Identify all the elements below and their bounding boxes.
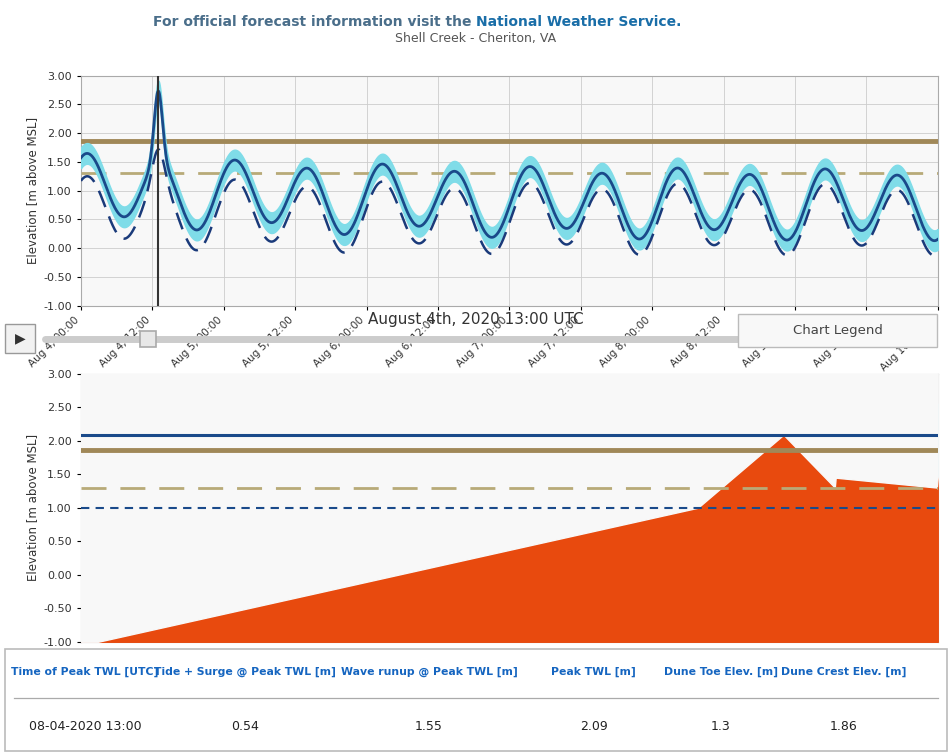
Y-axis label: Elevation [m above MSL]: Elevation [m above MSL] — [26, 117, 39, 264]
Text: Time of Peak TWL [UTC]: Time of Peak TWL [UTC] — [11, 667, 159, 676]
Text: Peak TWL [m]: Peak TWL [m] — [551, 667, 636, 676]
Text: National Weather Service.: National Weather Service. — [476, 15, 682, 29]
Text: Wave runup @ Peak TWL [m]: Wave runup @ Peak TWL [m] — [341, 667, 517, 676]
Text: 1.3: 1.3 — [711, 720, 731, 733]
Text: Chart Legend: Chart Legend — [793, 324, 883, 337]
Y-axis label: Elevation [m above MSL]: Elevation [m above MSL] — [26, 434, 39, 581]
Text: 0.54: 0.54 — [231, 720, 259, 733]
FancyBboxPatch shape — [5, 324, 35, 353]
Text: Dune Toe Elev. [m]: Dune Toe Elev. [m] — [664, 667, 778, 676]
Text: ▶: ▶ — [14, 331, 26, 346]
FancyBboxPatch shape — [738, 314, 937, 347]
Text: Dune Crest Elev. [m]: Dune Crest Elev. [m] — [781, 667, 906, 676]
Text: 2.09: 2.09 — [580, 720, 607, 733]
Text: Tide + Surge @ Peak TWL [m]: Tide + Surge @ Peak TWL [m] — [154, 667, 336, 676]
Text: 1.86: 1.86 — [830, 720, 858, 733]
Text: Shell Creek - Cheriton, VA: Shell Creek - Cheriton, VA — [395, 32, 557, 45]
Text: August 4th, 2020 13:00 UTC: August 4th, 2020 13:00 UTC — [368, 313, 584, 327]
Text: 1.55: 1.55 — [415, 720, 443, 733]
Text: For official forecast information visit the: For official forecast information visit … — [152, 15, 476, 29]
Text: 08-04-2020 13:00: 08-04-2020 13:00 — [29, 720, 141, 733]
